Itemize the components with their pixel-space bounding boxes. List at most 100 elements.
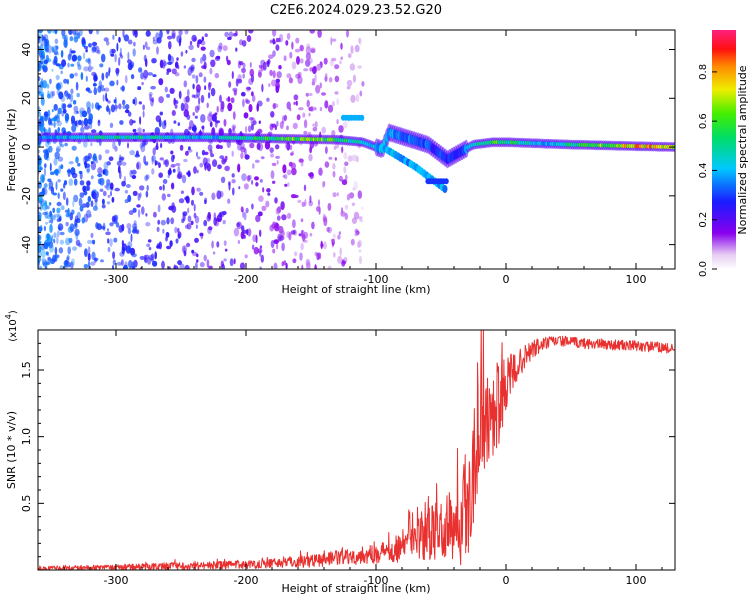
noise-speck [204, 85, 207, 90]
band-annotation-cell [443, 178, 449, 185]
noise-speck [48, 180, 54, 190]
noise-speck [220, 260, 224, 268]
noise-speck [112, 34, 115, 40]
noise-speck [203, 254, 207, 262]
noise-speck [108, 156, 114, 161]
noise-speck [193, 166, 197, 174]
noise-speck [83, 264, 89, 269]
noise-speck [222, 219, 226, 225]
noise-speck [346, 79, 353, 87]
noise-speck [209, 67, 213, 75]
noise-speck [62, 191, 66, 201]
noise-speck [47, 109, 51, 118]
noise-speck [76, 92, 80, 98]
noise-speck [86, 180, 91, 186]
noise-speck [70, 88, 74, 95]
noise-speck [194, 115, 198, 119]
noise-speck [308, 200, 314, 207]
noise-speck [328, 156, 333, 160]
noise-speck [48, 145, 53, 153]
noise-speck [73, 194, 79, 203]
noise-speck [175, 238, 179, 244]
noise-speck [163, 159, 166, 165]
noise-speck [191, 249, 195, 254]
noise-speck [311, 81, 316, 86]
noise-speck [340, 211, 346, 217]
noise-speck [145, 222, 151, 227]
noise-speck [73, 36, 79, 43]
noise-speck [113, 99, 117, 104]
noise-speck [238, 186, 241, 190]
noise-speck [52, 192, 57, 196]
noise-speck [324, 161, 330, 168]
noise-speck [223, 240, 227, 247]
noise-speck [316, 252, 320, 261]
noise-speck [71, 172, 78, 179]
noise-speck [195, 224, 198, 229]
noise-speck [107, 228, 109, 232]
noise-speck [65, 212, 70, 218]
noise-speck [58, 247, 64, 254]
noise-speck [162, 184, 165, 191]
noise-speck [255, 234, 258, 244]
noise-speck [297, 71, 302, 78]
noise-speck [291, 61, 297, 70]
noise-speck [85, 58, 90, 63]
noise-speck [71, 119, 76, 126]
colorbar-tick-label: 0.2 [698, 212, 709, 228]
noise-speck [44, 163, 47, 169]
noise-speck [326, 226, 331, 233]
noise-speck [145, 190, 149, 198]
noise-speck [233, 227, 240, 237]
noise-speck [275, 155, 281, 159]
noise-speck [172, 168, 176, 173]
noise-speck [91, 129, 97, 134]
noise-speck [187, 170, 191, 178]
noise-speck [324, 100, 329, 109]
noise-speck [271, 79, 277, 87]
noise-speck [206, 102, 209, 109]
noise-speck [97, 178, 102, 185]
noise-speck [283, 55, 287, 62]
noise-speck [206, 259, 210, 268]
noise-speck [308, 112, 311, 117]
noise-speck [67, 104, 73, 108]
noise-speck [38, 240, 42, 244]
noise-speck [91, 102, 94, 110]
noise-speck [339, 60, 342, 65]
noise-speck [60, 95, 66, 103]
noise-speck [142, 110, 145, 118]
noise-speck [295, 37, 300, 44]
noise-speck [44, 266, 48, 269]
noise-speck [138, 209, 141, 218]
colorbar-gradient [712, 30, 736, 269]
noise-speck [95, 222, 99, 229]
noise-speck [90, 161, 97, 171]
x-tick-label: -200 [234, 273, 259, 286]
noise-speck [164, 160, 168, 165]
noise-speck [91, 239, 96, 245]
noise-speck [38, 236, 42, 241]
noise-speck [288, 161, 293, 167]
noise-speck [38, 111, 42, 117]
noise-speck [297, 199, 302, 204]
noise-speck [42, 36, 46, 41]
noise-speck [72, 246, 77, 251]
noise-speck [258, 120, 261, 124]
noise-speck [178, 198, 185, 204]
noise-speck [47, 215, 52, 220]
noise-speck [308, 92, 313, 97]
noise-speck [274, 197, 278, 204]
noise-speck [272, 70, 276, 79]
colorbar-label: Normalized spectral amplitude [736, 65, 749, 234]
noise-speck [331, 130, 336, 137]
noise-speck [115, 67, 120, 75]
noise-speck [286, 212, 292, 219]
noise-speck [38, 245, 42, 253]
noise-speck [320, 240, 323, 250]
noise-speck [203, 61, 207, 70]
noise-speck [129, 119, 134, 126]
noise-speck [273, 40, 277, 45]
noise-speck [71, 54, 78, 62]
